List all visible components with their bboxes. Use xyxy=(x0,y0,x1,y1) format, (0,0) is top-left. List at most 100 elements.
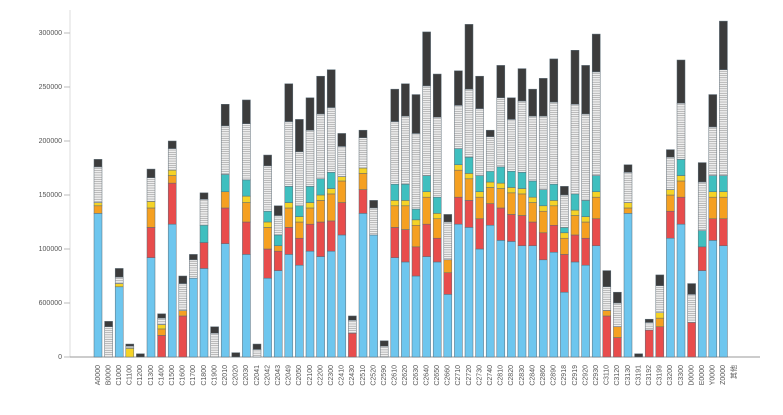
bar-segment xyxy=(496,182,506,189)
x-tick-label: C3191 xyxy=(635,365,642,386)
y-tick-label: 600000 xyxy=(39,300,62,307)
bar-segment xyxy=(560,186,569,196)
x-tick-label: C2820 xyxy=(508,365,515,386)
bar-segment xyxy=(401,229,410,263)
bar-segment xyxy=(316,256,325,358)
bar-segment xyxy=(581,221,590,239)
bar-segment xyxy=(655,317,665,328)
bar-segment xyxy=(507,187,516,194)
bar-segment xyxy=(284,254,294,358)
x-tick-label: C2300 xyxy=(328,365,335,386)
bar-segment xyxy=(623,164,633,173)
bar-segment xyxy=(199,242,209,269)
bar-segment xyxy=(464,24,474,90)
bar-segment xyxy=(167,140,177,149)
bar-segment xyxy=(570,261,580,358)
bar-segment xyxy=(295,216,304,223)
bar-segment xyxy=(581,200,590,217)
bar-segment xyxy=(676,59,686,104)
bar-segment xyxy=(655,326,665,358)
x-tick-label: C2620 xyxy=(402,365,409,386)
bar-segment xyxy=(432,213,442,220)
x-tick-label: C3120 xyxy=(614,365,621,386)
bar-segment xyxy=(358,189,368,214)
bar-segment xyxy=(295,264,304,358)
bar-segment xyxy=(401,261,410,358)
bar-segment xyxy=(432,116,442,198)
x-tick-label: C2930 xyxy=(593,365,600,386)
bar-segment xyxy=(157,328,166,336)
bar-segment xyxy=(390,205,400,228)
bar-segment xyxy=(517,68,527,102)
x-tick-label: C3300 xyxy=(678,365,685,386)
bar-segment xyxy=(220,174,230,193)
bar-segment xyxy=(591,218,601,247)
bar-segment xyxy=(316,221,325,257)
bar-segment xyxy=(316,194,325,201)
bar-segment xyxy=(485,224,495,358)
bar-segment xyxy=(295,119,304,153)
bar-segment xyxy=(549,205,559,226)
bar-segment xyxy=(358,213,368,358)
bar-segment xyxy=(454,70,463,106)
bar-segment xyxy=(485,181,495,188)
bar-segment xyxy=(560,232,569,239)
bar-segment xyxy=(538,210,548,234)
bar-segment xyxy=(708,191,718,198)
x-tick-label: C1900 xyxy=(211,365,218,386)
bar-segment xyxy=(326,220,336,252)
x-tick-label: C2100 xyxy=(307,365,314,386)
bar-segment xyxy=(697,246,707,271)
bar-segment xyxy=(475,218,484,250)
x-tick-label: 其他 xyxy=(729,365,738,379)
bar-segment xyxy=(242,99,251,124)
bar-segment xyxy=(464,156,474,174)
x-tick-label: C2630 xyxy=(413,365,420,386)
bar-segment xyxy=(411,246,421,277)
bar-segment xyxy=(326,193,336,222)
x-tick-label: C2740 xyxy=(487,365,494,386)
bar-segment xyxy=(581,264,590,358)
bar-segment xyxy=(178,275,188,284)
x-tick-label: C2520 xyxy=(370,365,377,386)
bar-segment xyxy=(114,268,124,278)
x-tick-label: C2430 xyxy=(349,365,356,386)
bar-segment xyxy=(93,213,103,358)
bar-segment xyxy=(591,33,601,73)
x-tick-label: C2050 xyxy=(296,365,303,386)
bar-segment xyxy=(475,196,484,220)
bar-segment xyxy=(719,175,728,193)
bar-segment xyxy=(676,196,686,225)
bar-segment xyxy=(263,277,272,358)
bar-segment xyxy=(390,88,400,122)
bar-segment xyxy=(348,332,357,358)
bar-segment xyxy=(581,237,590,266)
bar-segment xyxy=(199,224,209,243)
bar-segment xyxy=(464,227,474,358)
bar-segment xyxy=(719,191,728,198)
x-tick-label: C2010 xyxy=(222,365,229,386)
bar-segment xyxy=(422,223,431,257)
bar-segment xyxy=(549,224,559,253)
bar-segment xyxy=(570,215,580,236)
bar-segment xyxy=(284,202,294,209)
bar-segment xyxy=(538,189,548,207)
bar-segment xyxy=(475,108,484,176)
bar-segment xyxy=(570,50,580,105)
bar-segment xyxy=(348,315,357,321)
bar-segment xyxy=(560,227,569,234)
bar-segment xyxy=(273,250,283,271)
bar-segment xyxy=(157,313,166,319)
bar-segment xyxy=(496,166,506,184)
x-tick-label: C1600 xyxy=(180,365,187,386)
bar-segment xyxy=(666,237,675,358)
bar-segment xyxy=(273,215,283,236)
y-tick-label: 200000 xyxy=(39,138,62,145)
bar-segment xyxy=(411,219,421,226)
bar-segment xyxy=(475,75,484,109)
bar-segment xyxy=(178,315,188,358)
bar-segment xyxy=(454,223,463,358)
bar-segment xyxy=(443,272,453,295)
x-tick-label: C2590 xyxy=(381,365,388,386)
